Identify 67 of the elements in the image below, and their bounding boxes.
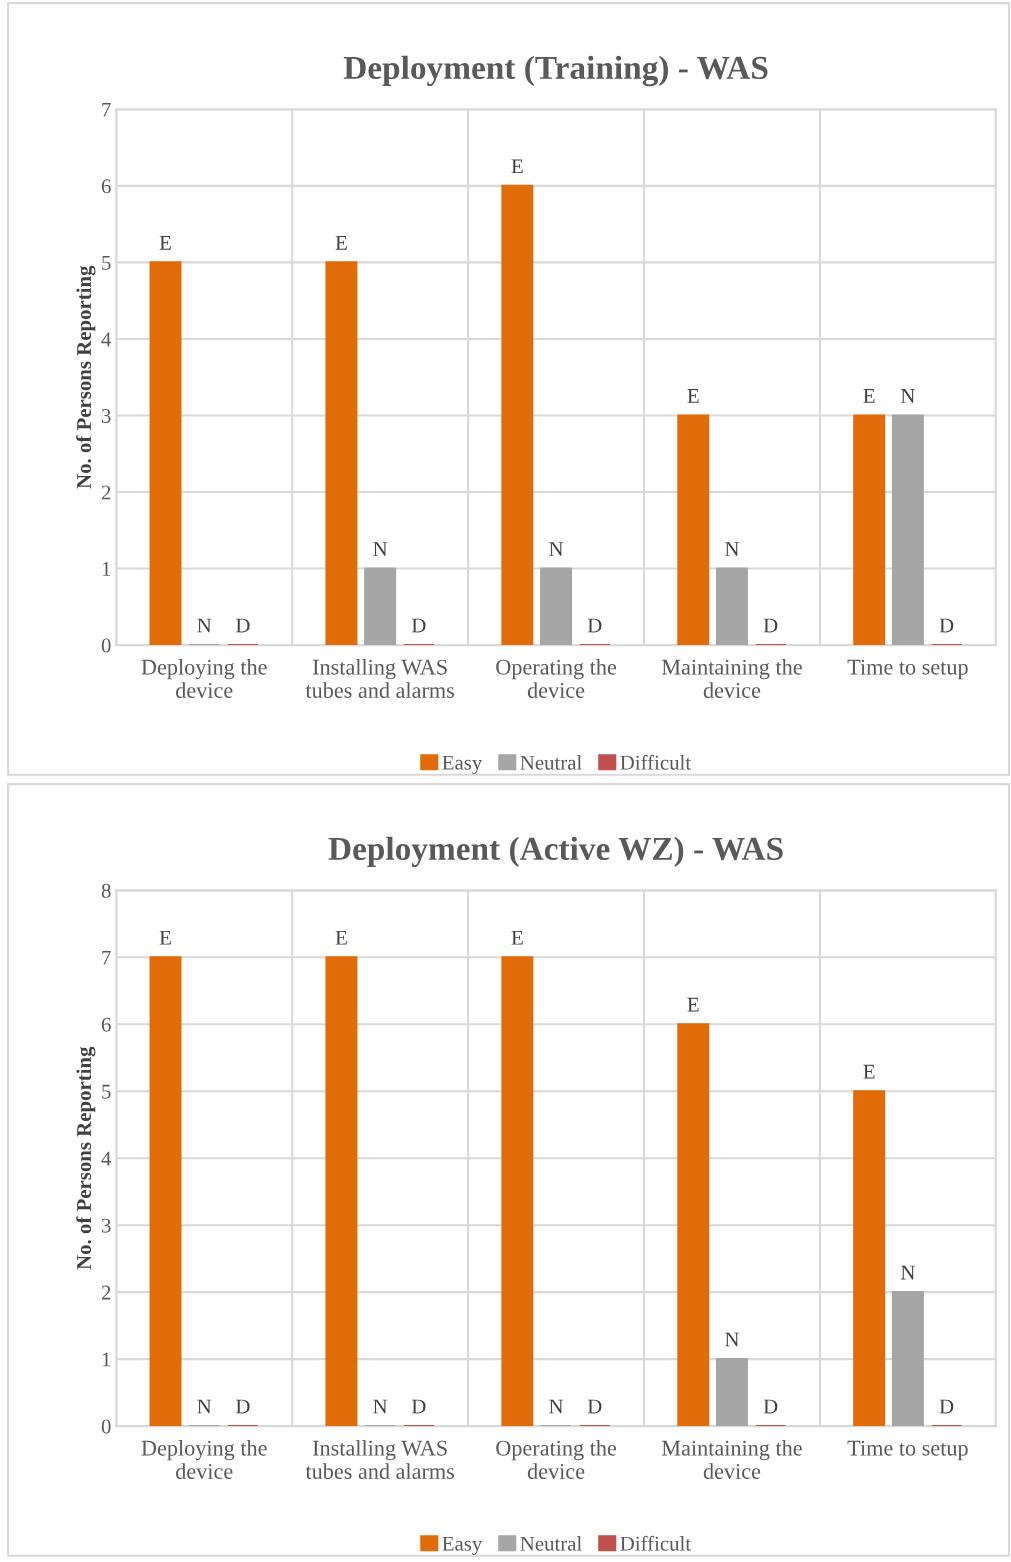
legend-label: Difficult: [620, 754, 692, 770]
legend-label: Difficult: [620, 1535, 692, 1551]
data-label: E: [863, 1064, 875, 1079]
data-label: E: [511, 930, 523, 945]
legend-label: Neutral: [520, 1536, 582, 1551]
y-tick-label: 2: [101, 485, 111, 500]
y-tick-label: 7: [102, 950, 111, 965]
data-label: N: [373, 542, 388, 556]
x-tick-label: Deploying the device: [141, 1439, 267, 1479]
data-label: D: [939, 618, 954, 633]
data-label: D: [763, 1399, 778, 1414]
data-label: N: [725, 1332, 740, 1347]
data-label: E: [863, 389, 875, 403]
data-label: N: [725, 542, 740, 556]
chart-title: Deployment (Training) - WAS: [343, 55, 768, 87]
y-tick-label: 8: [101, 883, 111, 898]
y-axis-title: No. of Persons Reporting: [76, 265, 96, 489]
legend-label: Neutral: [520, 755, 582, 770]
data-label: N: [197, 1399, 212, 1414]
data-label: N: [900, 389, 915, 403]
y-tick-label: 2: [101, 1285, 111, 1300]
x-tick-label: Maintaining the device: [661, 1439, 802, 1479]
y-tick-label: 4: [101, 1151, 112, 1166]
data-label: D: [411, 618, 426, 633]
y-tick-label: 4: [101, 332, 112, 347]
data-label: N: [373, 1399, 388, 1414]
data-label: E: [159, 930, 171, 945]
data-label: N: [197, 618, 212, 633]
y-tick-label: 3: [101, 1218, 111, 1233]
data-label: E: [335, 930, 347, 945]
x-tick-label: Installing WAS tubes and alarms: [305, 1439, 454, 1479]
y-tick-label: 5: [102, 1084, 111, 1099]
data-label: D: [939, 1399, 954, 1414]
data-label: D: [236, 1399, 250, 1414]
data-label: D: [236, 618, 250, 633]
x-tick-label: Time to setup: [847, 659, 968, 680]
legend-label: Easy: [442, 1536, 483, 1556]
data-label: N: [549, 542, 564, 556]
y-tick-label: 6: [101, 1017, 111, 1032]
x-tick-label: Maintaining the device: [661, 658, 802, 698]
legend-label: Easy: [442, 755, 483, 775]
data-label: D: [411, 1399, 426, 1414]
y-tick-label: 0: [101, 638, 111, 653]
x-tick-label: Deploying the device: [141, 658, 267, 698]
data-label: E: [687, 997, 699, 1012]
y-tick-label: 3: [101, 408, 111, 423]
y-tick-label: 7: [102, 102, 111, 117]
data-label: E: [159, 236, 171, 250]
chart-title: Deployment (Active WZ) - WAS: [328, 836, 783, 867]
y-axis-title: No. of Persons Reporting: [76, 1046, 96, 1270]
x-tick-label: Time to setup: [847, 1440, 968, 1461]
y-tick-label: 0: [101, 1419, 111, 1434]
data-label: E: [511, 159, 523, 174]
x-tick-label: Operating the device: [496, 1439, 617, 1479]
data-label: E: [335, 236, 347, 250]
x-tick-label: Operating the device: [496, 658, 617, 698]
y-tick-label: 1: [102, 1352, 111, 1367]
data-label: E: [687, 389, 699, 403]
y-tick-label: 6: [101, 179, 111, 194]
data-label: D: [587, 618, 602, 633]
data-label: N: [549, 1399, 564, 1414]
y-tick-label: 1: [102, 562, 111, 576]
data-label: D: [587, 1399, 602, 1414]
data-label: N: [900, 1265, 915, 1280]
data-label: D: [763, 618, 778, 633]
y-tick-label: 5: [102, 256, 111, 270]
x-tick-label: Installing WAS tubes and alarms: [305, 658, 454, 698]
